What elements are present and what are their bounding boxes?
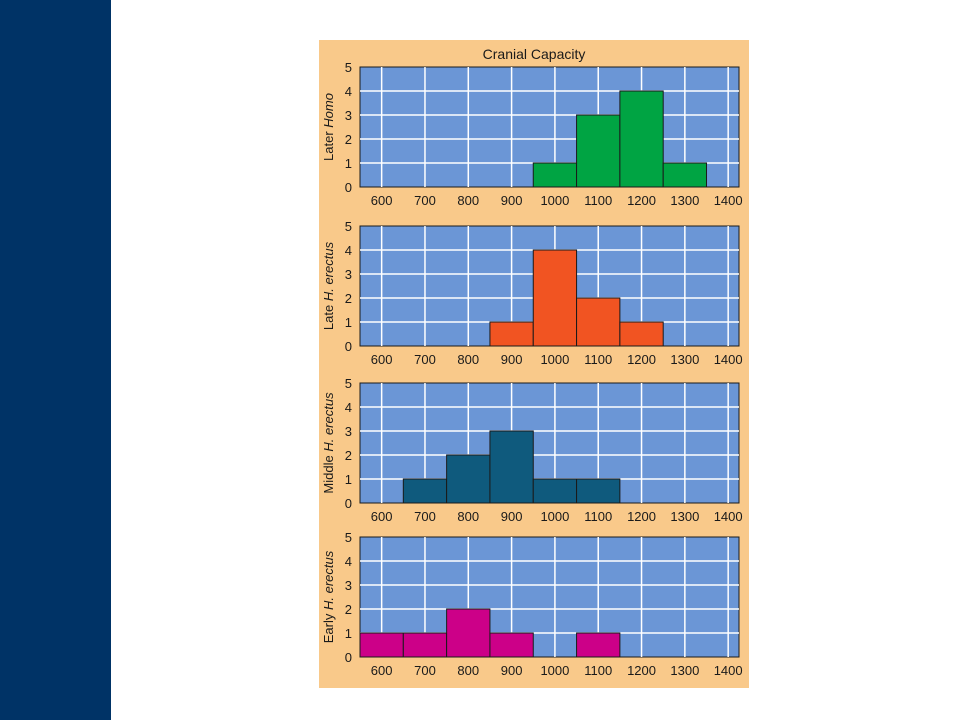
y-tick-label: 2	[345, 602, 352, 617]
y-tick-label: 0	[345, 650, 352, 665]
histogram-bar	[446, 608, 491, 658]
x-tick-label: 1000	[540, 193, 569, 208]
histogram-bar	[576, 114, 621, 188]
y-tick-label: 3	[345, 578, 352, 593]
chart-title: Cranial Capacity	[482, 46, 586, 62]
y-axis-label: Early H. erectus	[321, 550, 336, 643]
x-tick-label: 600	[371, 193, 393, 208]
y-tick-label: 1	[345, 472, 352, 487]
y-tick-label: 1	[345, 156, 352, 171]
histogram-bar	[576, 478, 621, 504]
x-tick-label: 1400	[714, 663, 743, 678]
y-axis-label: Late H. erectus	[321, 241, 336, 330]
y-tick-label: 4	[345, 84, 352, 99]
histogram-bar	[489, 321, 534, 347]
x-tick-label: 800	[457, 509, 479, 524]
y-tick-label: 0	[345, 339, 352, 354]
x-tick-label: 1100	[584, 193, 612, 208]
histogram-figure: Cranial Capacity 0 1 2 3 4 5 600 700 800 900 1000 1…	[319, 40, 749, 688]
histogram-bar	[576, 632, 621, 658]
y-tick-label: 2	[345, 448, 352, 463]
histogram-bar	[446, 454, 491, 504]
histogram-bar	[619, 90, 664, 188]
x-tick-label: 800	[457, 352, 479, 367]
x-tick-label: 1300	[670, 509, 699, 524]
x-tick-label: 700	[414, 509, 436, 524]
histogram-bar	[576, 297, 621, 347]
x-tick-label: 900	[501, 352, 523, 367]
y-tick-label: 2	[345, 291, 352, 306]
x-tick-label: 900	[501, 193, 523, 208]
x-tick-label: 1200	[627, 352, 656, 367]
x-tick-label: 1200	[627, 663, 656, 678]
histogram-bar	[402, 632, 448, 658]
x-tick-label: 1000	[540, 352, 569, 367]
y-axis-label: Later Homo	[321, 93, 336, 161]
x-tick-label: 900	[501, 509, 523, 524]
y-tick-label: 5	[345, 60, 352, 75]
histogram-bar	[619, 321, 664, 347]
x-tick-label: 700	[414, 193, 436, 208]
x-tick-label: 1400	[714, 509, 743, 524]
y-tick-label: 4	[345, 243, 352, 258]
histogram-bar	[662, 162, 708, 188]
x-tick-label: 1400	[714, 193, 743, 208]
x-tick-label: 1000	[540, 509, 569, 524]
y-tick-label: 0	[345, 180, 352, 195]
x-tick-label: 600	[371, 663, 393, 678]
y-tick-label: 3	[345, 108, 352, 123]
histogram-bar	[532, 249, 578, 347]
y-tick-label: 5	[345, 530, 352, 545]
x-tick-label: 700	[414, 663, 436, 678]
x-tick-label: 900	[501, 663, 523, 678]
x-tick-label: 800	[457, 663, 479, 678]
x-tick-label: 1200	[627, 193, 656, 208]
histogram-bar	[489, 430, 534, 504]
x-tick-label: 1100	[584, 509, 612, 524]
y-tick-label: 0	[345, 496, 352, 511]
x-tick-label: 1300	[670, 193, 699, 208]
y-tick-label: 1	[345, 315, 352, 330]
y-tick-label: 5	[345, 219, 352, 234]
y-tick-label: 3	[345, 267, 352, 282]
x-tick-label: 600	[371, 352, 393, 367]
x-tick-label: 700	[414, 352, 436, 367]
x-tick-label: 1100	[584, 352, 612, 367]
y-tick-label: 1	[345, 626, 352, 641]
histogram-bar	[532, 478, 578, 504]
x-tick-label: 1000	[540, 663, 569, 678]
sidebar-band	[0, 0, 111, 720]
y-axis-label: Middle H. erectus	[321, 392, 336, 494]
y-tick-label: 2	[345, 132, 352, 147]
x-tick-label: 600	[371, 509, 393, 524]
y-tick-label: 5	[345, 376, 352, 391]
y-tick-label: 3	[345, 424, 352, 439]
x-tick-label: 800	[457, 193, 479, 208]
x-tick-label: 1300	[670, 663, 699, 678]
x-tick-label: 1400	[714, 352, 743, 367]
x-tick-label: 1300	[670, 352, 699, 367]
x-tick-label: 1100	[584, 663, 612, 678]
histogram-bar	[359, 632, 404, 658]
histogram-bar	[489, 632, 534, 658]
x-tick-label: 1200	[627, 509, 656, 524]
histogram-bar	[402, 478, 448, 504]
y-tick-label: 4	[345, 400, 352, 415]
histogram-bar	[532, 162, 578, 188]
y-tick-label: 4	[345, 554, 352, 569]
